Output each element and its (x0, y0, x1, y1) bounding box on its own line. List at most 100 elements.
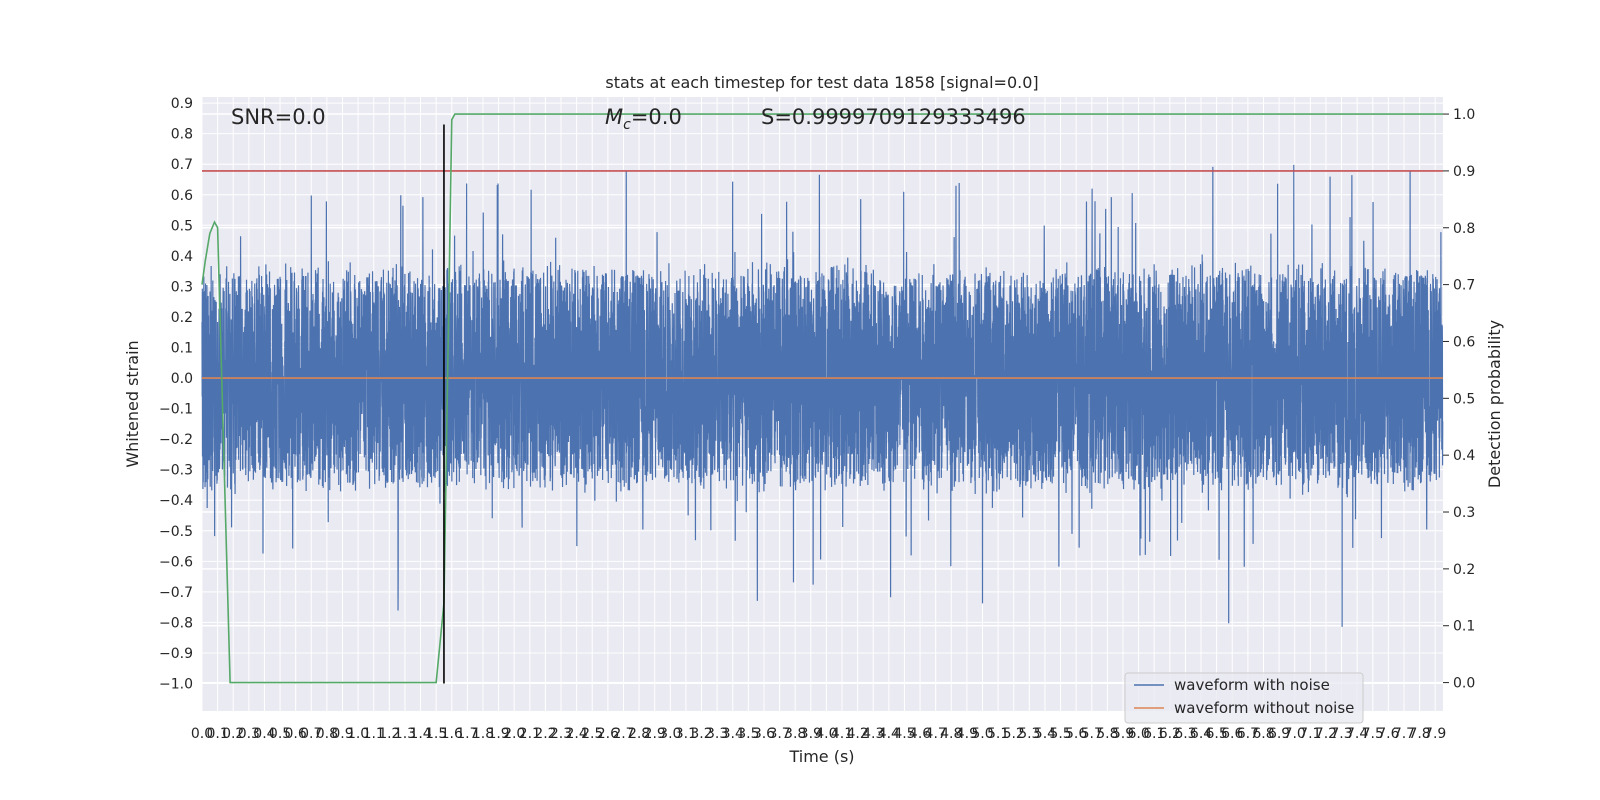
x-tick-label: 6.8 (1252, 726, 1274, 742)
y-tick-label: 0.2 (171, 310, 193, 326)
x-tick-label: 1.9 (487, 726, 509, 742)
x-tick-label: 2.9 (644, 726, 666, 742)
x-tick-label: 7.5 (1362, 726, 1384, 742)
tick-labels: 0.00.10.20.30.40.50.60.70.80.91.01.11.21… (159, 96, 1475, 742)
x-tick-label: 3.9 (800, 726, 822, 742)
y2-tick-label: 0.4 (1453, 448, 1475, 464)
mc-value: =0.0 (631, 105, 682, 129)
legend-box (1124, 672, 1364, 724)
y-tick-label: 0.3 (171, 279, 193, 295)
y-tick-label: 0.5 (171, 218, 193, 234)
x-tick-label: 1.1 (363, 726, 385, 742)
x-tick-label: 6.2 (1159, 726, 1181, 742)
y-tick-label: −1.0 (159, 677, 193, 693)
x-tick-label: 5.0 (971, 726, 993, 742)
x-tick-label: 7.9 (1424, 726, 1446, 742)
y-tick-label: −0.1 (159, 402, 193, 418)
y2-tick-label: 0.7 (1453, 278, 1475, 294)
x-tick-label: 4.3 (862, 726, 884, 742)
y-tick-label: −0.7 (159, 585, 193, 601)
y-tick-label: 0.0 (171, 371, 193, 387)
mc-symbol: M (605, 105, 623, 129)
x-tick-label: 0.0 (191, 726, 213, 742)
x-tick-label: 5.7 (1081, 726, 1103, 742)
y2-tick-label: 0.8 (1453, 221, 1475, 237)
x-tick-label: 7.7 (1393, 726, 1415, 742)
chart-title: stats at each timestep for test data 185… (605, 73, 1038, 92)
y-tick-label: −0.9 (159, 646, 193, 662)
x-tick-label: 0.3 (238, 726, 260, 742)
x-tick-label: 3.6 (753, 726, 775, 742)
y-tick-label: −0.2 (159, 432, 193, 448)
x-tick-label: 1.3 (394, 726, 416, 742)
y-tick-label: −0.3 (159, 463, 193, 479)
y2-tick-label: 0.6 (1453, 334, 1475, 350)
x-tick-label: 2.8 (628, 726, 650, 742)
x-tick-label: 5.1 (987, 726, 1009, 742)
x-tick-label: 5.8 (1096, 726, 1118, 742)
series-layer (201, 113, 1444, 684)
x-tick-label: 0.5 (269, 726, 291, 742)
y-tick-label: −0.4 (159, 493, 193, 509)
y2-tick-label: 0.1 (1453, 619, 1475, 635)
series-detection-probability (201, 113, 1443, 684)
x-tick-label: 6.0 (1127, 726, 1149, 742)
y-tick-label: 0.6 (171, 188, 193, 204)
y-tick-label: 0.8 (171, 127, 193, 143)
x-tick-label: 7.8 (1408, 726, 1430, 742)
x-tick-label: 6.9 (1268, 726, 1290, 742)
x-tick-label: 0.8 (316, 726, 338, 742)
x-tick-label: 6.1 (1143, 726, 1165, 742)
x-tick-label: 5.3 (1018, 726, 1040, 742)
x-tick-label: 3.5 (737, 726, 759, 742)
y-tick-label: 0.9 (171, 96, 193, 112)
s-annotation: S=0.9999709129333496 (761, 105, 1026, 129)
x-tick-label: 4.8 (940, 726, 962, 742)
legend-label-noise: waveform with noise (1174, 676, 1330, 694)
x-tick-label: 5.2 (1003, 726, 1025, 742)
x-tick-label: 7.6 (1377, 726, 1399, 742)
x-tick-label: 3.4 (722, 726, 744, 742)
x-tick-label: 0.2 (222, 726, 244, 742)
x-tick-label: 0.6 (285, 726, 307, 742)
x-tick-label: 2.4 (566, 726, 588, 742)
x-tick-label: 3.8 (784, 726, 806, 742)
x-tick-label: 3.7 (768, 726, 790, 742)
y-tick-label: 0.4 (171, 249, 193, 265)
y2-tick-label: 0.3 (1453, 505, 1475, 521)
x-tick-label: 6.7 (1237, 726, 1259, 742)
y2-tick-label: 1.0 (1453, 107, 1475, 123)
x-tick-label: 7.4 (1346, 726, 1368, 742)
x-tick-label: 4.5 (893, 726, 915, 742)
x-tick-label: 1.8 (472, 726, 494, 742)
x-axis-label: Time (s) (788, 747, 854, 766)
x-tick-label: 2.2 (534, 726, 556, 742)
y2-tick-label: 0.0 (1453, 676, 1475, 692)
x-tick-label: 1.2 (378, 726, 400, 742)
x-tick-label: 0.1 (206, 726, 228, 742)
x-tick-label: 1.4 (409, 726, 431, 742)
y2-tick-label: 0.5 (1453, 391, 1475, 407)
y2-tick-label: 0.9 (1453, 164, 1475, 180)
x-tick-label: 4.4 (878, 726, 900, 742)
y-tick-label: −0.6 (159, 554, 193, 570)
mc-annotation: Mc=0.0 (605, 105, 682, 133)
x-tick-label: 0.4 (253, 726, 275, 742)
y2-axis-label: Detection probability (1485, 320, 1504, 488)
y2-tick-label: 0.2 (1453, 562, 1475, 578)
x-tick-label: 4.2 (846, 726, 868, 742)
x-tick-label: 1.6 (441, 726, 463, 742)
x-tick-label: 4.9 (956, 726, 978, 742)
x-tick-label: 2.6 (597, 726, 619, 742)
x-tick-label: 5.5 (1049, 726, 1071, 742)
x-tick-label: 4.6 (909, 726, 931, 742)
x-tick-label: 7.3 (1330, 726, 1352, 742)
x-tick-label: 7.2 (1315, 726, 1337, 742)
x-tick-label: 5.4 (1034, 726, 1056, 742)
x-tick-label: 4.0 (815, 726, 837, 742)
y-tick-label: 0.7 (171, 157, 193, 173)
series-waveform-with-noise (201, 164, 1444, 627)
y-axis-label: Whitened strain (123, 340, 142, 467)
